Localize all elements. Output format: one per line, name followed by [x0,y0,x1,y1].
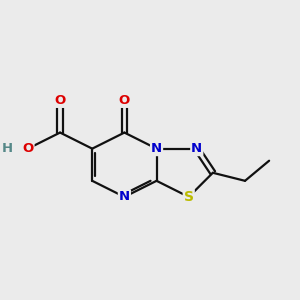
Text: N: N [191,142,202,155]
Text: S: S [184,190,194,204]
Text: N: N [151,142,162,155]
Text: O: O [54,94,66,107]
Text: N: N [119,190,130,203]
Text: H: H [2,142,14,155]
Text: O: O [22,142,34,155]
Text: O: O [119,94,130,107]
